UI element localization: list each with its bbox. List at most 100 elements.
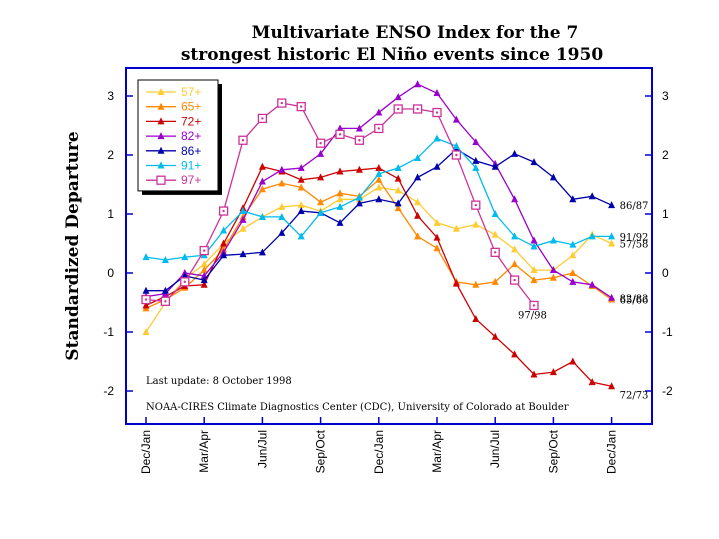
data-point: [491, 277, 499, 285]
data-point-center: [319, 142, 322, 145]
data-point: [394, 186, 402, 194]
data-point: [394, 204, 402, 212]
y-axis-label: Standardized Departure: [63, 131, 83, 361]
data-point-center: [338, 133, 342, 136]
data-point-center: [532, 304, 536, 307]
data-point: [278, 228, 286, 236]
data-point: [142, 286, 150, 294]
data-point: [588, 192, 596, 200]
data-point: [472, 315, 480, 323]
data-point: [433, 162, 441, 170]
data-point: [549, 236, 557, 244]
data-point: [569, 251, 577, 259]
data-point: [452, 224, 460, 232]
data-point: [511, 232, 519, 240]
legend-marker: [156, 175, 166, 185]
data-point: [530, 276, 538, 284]
data-point-center: [261, 117, 264, 120]
data-point-center: [164, 300, 167, 303]
data-point: [317, 198, 325, 206]
data-point: [530, 158, 538, 166]
data-point: [239, 224, 247, 232]
data-point: [433, 134, 441, 142]
data-point-center: [474, 203, 477, 207]
data-point: [278, 165, 286, 173]
data-point: [433, 244, 441, 252]
axis-ticks: -2 -2 -1 -1 0 0 1 1 2 2 3 3 Dec/Jan Mar/Apr Jun/Jul Sep…: [103, 89, 673, 474]
data-point: [491, 210, 499, 217]
y-tick-label-right: -1: [662, 325, 673, 339]
data-point: [161, 286, 169, 294]
data-point-center: [455, 153, 458, 157]
data-point: [258, 177, 266, 185]
data-point: [433, 218, 441, 226]
data-point: [239, 250, 247, 258]
data-point: [472, 280, 480, 288]
y-tick-label-left: 1: [107, 207, 114, 221]
data-point: [511, 195, 519, 203]
data-point: [375, 183, 383, 191]
y-tick-label-right: -2: [662, 384, 673, 398]
data-point: [433, 89, 441, 97]
data-point: [355, 199, 363, 207]
data-point-center: [241, 139, 245, 142]
data-point: [278, 212, 286, 220]
data-point: [258, 162, 266, 170]
chart-title-line-1: Multivariate ENSO Index for the 7: [252, 23, 579, 43]
data-point: [394, 199, 402, 207]
x-tick-label: Jun/Jul: [255, 430, 269, 468]
data-point: [569, 357, 577, 365]
data-point: [530, 236, 538, 244]
data-point: [530, 266, 538, 274]
data-point: [588, 232, 596, 240]
data-point: [375, 175, 383, 183]
legend-label: 57+: [181, 85, 201, 99]
data-point: [239, 207, 247, 215]
data-point: [375, 195, 383, 203]
y-tick-label-right: 3: [662, 89, 669, 103]
data-point: [491, 332, 499, 340]
data-point: [452, 142, 460, 150]
y-tick-label-left: 3: [107, 89, 114, 103]
data-point: [433, 233, 441, 241]
data-point: [511, 260, 519, 268]
y-tick-label-right: 1: [662, 207, 669, 221]
legend-box: [137, 79, 219, 192]
data-point-center: [358, 139, 361, 142]
data-point: [355, 165, 363, 173]
data-point-center: [280, 101, 283, 105]
data-point: [297, 183, 305, 191]
series-end-label: 86/87: [620, 201, 649, 212]
legend-label: 72+: [181, 114, 201, 128]
data-point: [588, 280, 596, 288]
data-point: [472, 163, 480, 171]
series-end-label: 82/83: [620, 294, 649, 305]
data-point: [278, 179, 286, 187]
data-point: [472, 156, 480, 164]
last-update-note: Last update: 8 October 1998: [146, 376, 292, 387]
data-point: [239, 215, 247, 223]
data-point: [200, 260, 208, 268]
series-layer: [141, 80, 616, 390]
data-point: [569, 277, 577, 285]
series-end-label: 57/58: [620, 240, 649, 251]
data-point: [200, 280, 208, 288]
data-point: [336, 218, 344, 226]
legend-label: 97+: [181, 173, 201, 187]
chart-title-line-2: strongest historic El Niño events since …: [181, 45, 604, 65]
legend-marker: [157, 146, 165, 154]
data-point: [336, 195, 344, 203]
data-point: [472, 138, 480, 146]
end-labels: 57/58 65/66 72/73 82/83 86/87 91/92 97/98: [518, 201, 648, 401]
legend-label: 65+: [181, 100, 201, 114]
data-point: [336, 189, 344, 197]
data-point: [491, 230, 499, 238]
data-point: [161, 256, 169, 264]
y-tick-label-right: 0: [662, 266, 669, 280]
data-point: [414, 232, 422, 240]
data-point: [530, 242, 538, 250]
data-point: [297, 232, 305, 240]
y-tick-label-left: 0: [107, 266, 114, 280]
data-point: [608, 382, 616, 390]
